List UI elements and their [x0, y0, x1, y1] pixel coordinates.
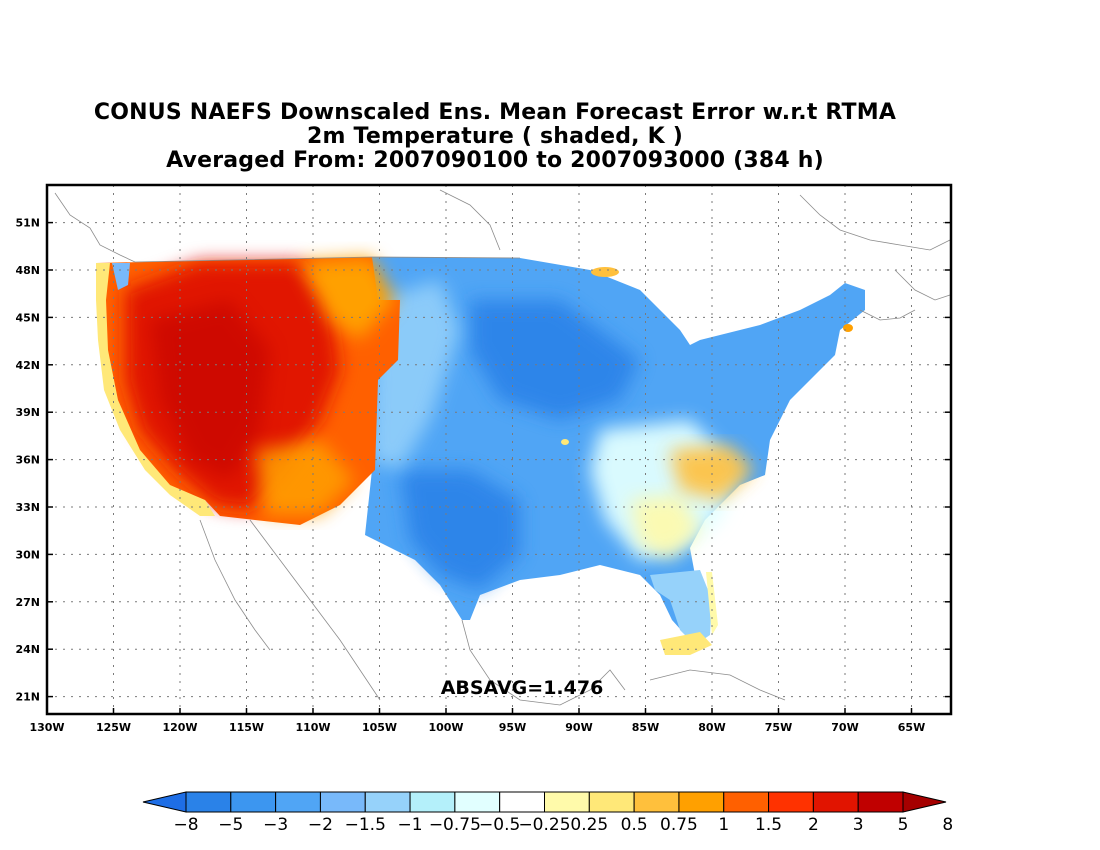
colorbar-swatch [499, 791, 545, 813]
colorbar-label: 8 [942, 815, 953, 835]
lat-tick-label: 39N [15, 406, 40, 419]
absavg-annotation: ABSAVG=1.476 [441, 677, 604, 699]
lat-tick-label: 30N [15, 548, 40, 561]
lon-tick-label: 130W [29, 721, 64, 734]
canada-border [134, 256, 521, 263]
lon-tick-label: 95W [499, 721, 526, 734]
puget-blue [112, 263, 130, 290]
lat-tick-label: 33N [15, 501, 40, 514]
southwest-orange [255, 440, 355, 515]
colorbar-arrow-right [902, 791, 947, 813]
yellow-southeast [630, 495, 700, 560]
map-title: CONUS NAEFS Downscaled Ens. Mean Forecas… [0, 101, 990, 173]
colorbar-label: 2 [808, 815, 819, 835]
orange-carolinas [670, 445, 755, 500]
lat-tick-label: 21N [15, 691, 40, 704]
colorbar-label: −1.5 [345, 815, 386, 835]
colorbar-swatch [230, 791, 277, 813]
colorbar-label: −2 [308, 815, 333, 835]
lon-tick-label: 85W [632, 721, 659, 734]
colorbar-label: −1 [398, 815, 423, 835]
dark-blue-patch-texas [400, 470, 520, 590]
lon-tick-label: 80W [698, 721, 725, 734]
colorbar-swatch [319, 791, 366, 813]
colorbar-label: −0.5 [479, 815, 520, 835]
colorbar-label: 5 [898, 815, 909, 835]
lat-tick-label: 42N [15, 359, 40, 372]
lat-tick-label: 36N [15, 454, 40, 467]
colorbar-label: −0.75 [429, 815, 481, 835]
colorbar-label: 1 [718, 815, 729, 835]
colorbar-label: 0.75 [660, 815, 698, 835]
cuba [649, 669, 786, 701]
lon-tick-label: 65W [898, 721, 925, 734]
latitude-axis: 21N 24N 27N 30N 33N 36N 39N 42N 45N 48N 51N [15, 217, 951, 704]
lon-tick-label: 90W [565, 721, 592, 734]
mexico-mainland [249, 519, 381, 701]
labrador-coast [799, 194, 951, 251]
colorbar-label: −8 [173, 815, 198, 835]
lon-tick-label: 70W [831, 721, 858, 734]
lon-tick-label: 120W [162, 721, 197, 734]
colorbar-swatch [723, 791, 770, 813]
mexico-baja [199, 519, 271, 651]
lat-tick-label: 24N [15, 643, 40, 656]
colorbar-swatch [544, 791, 590, 813]
colorbar-swatch [768, 791, 814, 813]
lon-tick-label: 105W [362, 721, 397, 734]
lat-tick-label: 45N [15, 311, 40, 324]
lon-tick-label: 100W [428, 721, 463, 734]
title-line-3: Averaged From: 2007090100 to 2007093000 … [166, 148, 824, 173]
lon-tick-label: 125W [96, 721, 131, 734]
colorbar-swatch [633, 791, 680, 813]
colorbar-swatch [364, 791, 411, 813]
coastlines [54, 189, 951, 706]
title-line-2: 2m Temperature ( shaded, K ) [307, 124, 683, 149]
colorbar-label: −0.25 [518, 815, 570, 835]
colorbar-label: 3 [853, 815, 864, 835]
lon-tick-label: 115W [229, 721, 264, 734]
yucatan [589, 669, 626, 691]
colorbar-swatch [857, 791, 904, 813]
colorbar-swatch [409, 791, 456, 813]
plot-frame [45, 183, 953, 716]
lat-tick-label: 51N [15, 217, 40, 230]
colorbar-swatch [812, 791, 859, 813]
colorbar-swatch [275, 791, 321, 813]
colorbar-label: −3 [263, 815, 288, 835]
colorbar-label: 1.5 [755, 815, 782, 835]
colorbar: −8 −5 −3 −2 −1.5 −1 −0.75−0.5−0.25 0.25 0.5 0.75 1… [142, 791, 953, 835]
florida-coast-yellow [706, 572, 718, 635]
colorbar-label: 0.5 [621, 815, 648, 835]
colorbar-swatch [454, 791, 501, 813]
colorbar-label: 0.25 [570, 815, 608, 835]
nova-scotia [859, 309, 916, 321]
newfoundland [894, 269, 951, 301]
graticule [47, 185, 951, 714]
northern-rockies-orange [300, 258, 395, 340]
lat-tick-label: 27N [15, 596, 40, 609]
canada-coast-west [54, 192, 136, 263]
shaded-field [96, 257, 865, 655]
lat-tick-label: 48N [15, 264, 40, 277]
colorbar-arrow-left [142, 791, 187, 813]
florida [650, 570, 712, 645]
hudson-region [439, 189, 501, 251]
lon-tick-label: 75W [765, 721, 792, 734]
longitude-axis: 130W 125W 120W 115W 110W 105W 100W 95W 90W 85W 80W… [29, 708, 925, 734]
colorbar-swatch [678, 791, 725, 813]
colorbar-swatch [588, 791, 635, 813]
colorbar-label: −5 [218, 815, 243, 835]
gulf-coast-mexico [461, 619, 591, 706]
colorbar-swatch [185, 791, 232, 813]
title-line-1: CONUS NAEFS Downscaled Ens. Mean Forecas… [93, 100, 897, 125]
lon-tick-label: 110W [295, 721, 330, 734]
warm-spot-lake-superior [591, 267, 619, 277]
warm-spot-kentucky [561, 439, 569, 445]
